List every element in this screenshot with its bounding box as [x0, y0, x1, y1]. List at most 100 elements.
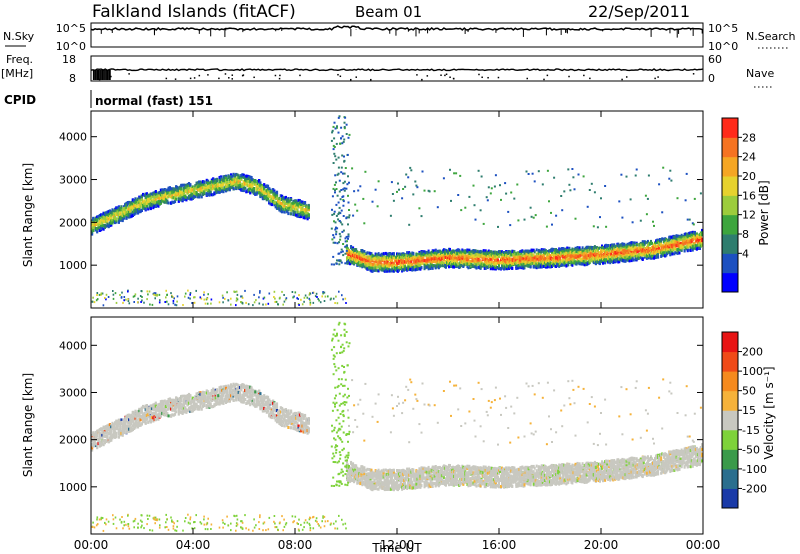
echo-cell: [567, 168, 570, 171]
echo-cell: [388, 263, 391, 267]
echo-cell: [159, 200, 162, 203]
echo-cell: [139, 201, 142, 205]
echo-cell: [263, 194, 266, 198]
echo-cell: [301, 213, 304, 217]
echo-cell: [173, 196, 177, 200]
echo-cell: [156, 195, 159, 199]
echo-cell: [162, 188, 165, 192]
echo-cell: [158, 201, 161, 205]
echo-cell: [269, 190, 272, 193]
echo-cell: [105, 217, 108, 221]
echo-cell: [300, 212, 303, 216]
echo-cell: [140, 208, 143, 212]
echo-cell: [112, 217, 115, 221]
echo-cell: [261, 193, 264, 197]
echo-cell: [529, 206, 532, 209]
echo-cell: [98, 217, 101, 221]
echo-cell: [494, 174, 497, 177]
echo-cell: [161, 191, 164, 195]
echo-cell: [275, 206, 279, 210]
echo-cell: [245, 190, 248, 194]
echo-cell: [171, 194, 174, 198]
echo-cell: [142, 192, 145, 196]
echo-cell: [149, 197, 152, 200]
nsky-label: N.Sky: [3, 30, 35, 43]
echo-cell: [219, 183, 222, 187]
echo-cell: [301, 210, 304, 214]
echo-cell: [305, 215, 308, 219]
echo-cell: [295, 203, 298, 207]
echo-cell: [588, 189, 591, 191]
echo-cell: [288, 206, 291, 210]
echo-cell: [224, 179, 228, 183]
echo-cell: [274, 201, 277, 205]
echo-cell: [112, 219, 115, 223]
echo-cell: [639, 243, 642, 247]
echo-cell: [125, 216, 128, 220]
echo-cell: [135, 208, 138, 211]
echo-cell: [193, 190, 196, 194]
echo-cell: [295, 213, 298, 217]
echo-cell: [235, 183, 238, 186]
echo-cell: [204, 184, 207, 187]
echo-cell: [406, 251, 409, 255]
echo-cell: [390, 258, 393, 262]
echo-cell: [182, 192, 185, 196]
echo-cell: [244, 186, 247, 190]
echo-cell: [360, 255, 363, 259]
echo-cell: [260, 194, 263, 197]
echo-cell: [218, 187, 221, 190]
echo-cell: [97, 226, 100, 230]
echo-cell: [300, 210, 303, 214]
echo-cell: [273, 196, 276, 199]
echo-cell: [226, 183, 229, 187]
echo-cell: [348, 209, 350, 211]
echo-cell: [121, 217, 124, 221]
echo-cell: [133, 202, 136, 206]
echo-cell: [148, 203, 151, 206]
echo-cell: [108, 218, 111, 222]
echo-cell: [189, 195, 192, 199]
echo-cell: [228, 175, 231, 179]
echo-cell: [163, 188, 166, 191]
echo-cell: [131, 210, 134, 214]
echo-cell: [270, 199, 273, 203]
echo-cell: [106, 219, 109, 223]
echo-cell: [154, 190, 157, 193]
echo-cell: [246, 188, 249, 192]
echo-cell: [306, 214, 309, 218]
echo-cell: [645, 254, 648, 258]
echo-cell: [307, 213, 310, 217]
echo-cell: [283, 196, 286, 200]
echo-cell: [171, 189, 174, 193]
echo-cell: [266, 184, 270, 188]
echo-cell: [147, 194, 150, 198]
echo-cell: [235, 178, 238, 182]
echo-cell: [297, 210, 300, 214]
echo-cell: [145, 198, 148, 202]
echo-cell: [101, 224, 104, 228]
echo-cell: [416, 186, 419, 189]
echo-cell: [106, 222, 109, 226]
echo-cell: [480, 175, 483, 178]
echo-cell: [636, 250, 639, 254]
echo-cell: [199, 193, 202, 197]
echo-cell: [98, 214, 101, 217]
echo-cell: [303, 209, 307, 213]
echo-cell: [134, 211, 137, 215]
echo-cell: [115, 208, 118, 212]
echo-cell: [191, 185, 194, 189]
echo-cell: [106, 213, 109, 217]
echo-cell: [242, 189, 245, 193]
echo-cell: [153, 191, 156, 195]
echo-cell: [560, 195, 563, 197]
echo-cell: [106, 224, 109, 228]
echo-cell: [479, 209, 482, 212]
echo-cell: [561, 209, 564, 212]
echo-cell: [152, 203, 155, 207]
echo-cell: [264, 191, 267, 195]
echo-cell: [259, 187, 262, 191]
echo-cell: [516, 183, 519, 186]
echo-cell: [268, 193, 271, 197]
echo-cell: [152, 199, 155, 202]
